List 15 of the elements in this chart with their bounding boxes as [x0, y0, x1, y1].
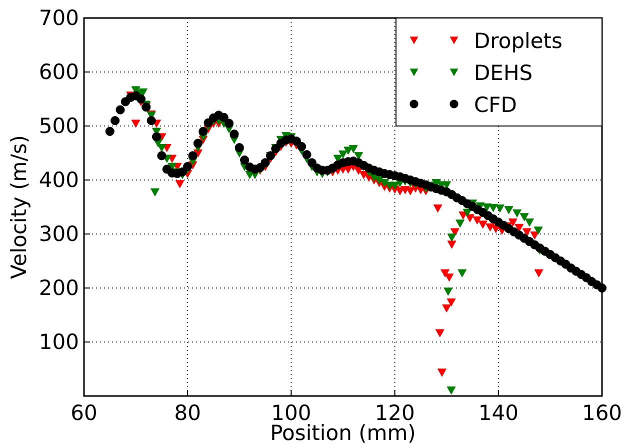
y-tick-label: 400: [38, 168, 79, 192]
legend-label: DEHS: [474, 61, 533, 85]
x-tick-label: 140: [478, 401, 518, 425]
y-tick-label: 300: [38, 222, 79, 246]
y-tick-label: 700: [38, 6, 79, 30]
x-tick-label: 80: [174, 401, 201, 425]
y-tick-label: 500: [38, 114, 79, 138]
y-tick-label: 100: [38, 330, 79, 354]
legend-label: CFD: [474, 93, 517, 117]
y-axis-title: Velocity (m/s): [7, 135, 31, 279]
x-tick-label: 60: [70, 401, 98, 425]
y-tick-label: 200: [38, 276, 79, 300]
y-tick-label: 600: [38, 60, 79, 84]
legend-label: Droplets: [474, 29, 562, 53]
x-tick-label: 160: [582, 401, 622, 425]
